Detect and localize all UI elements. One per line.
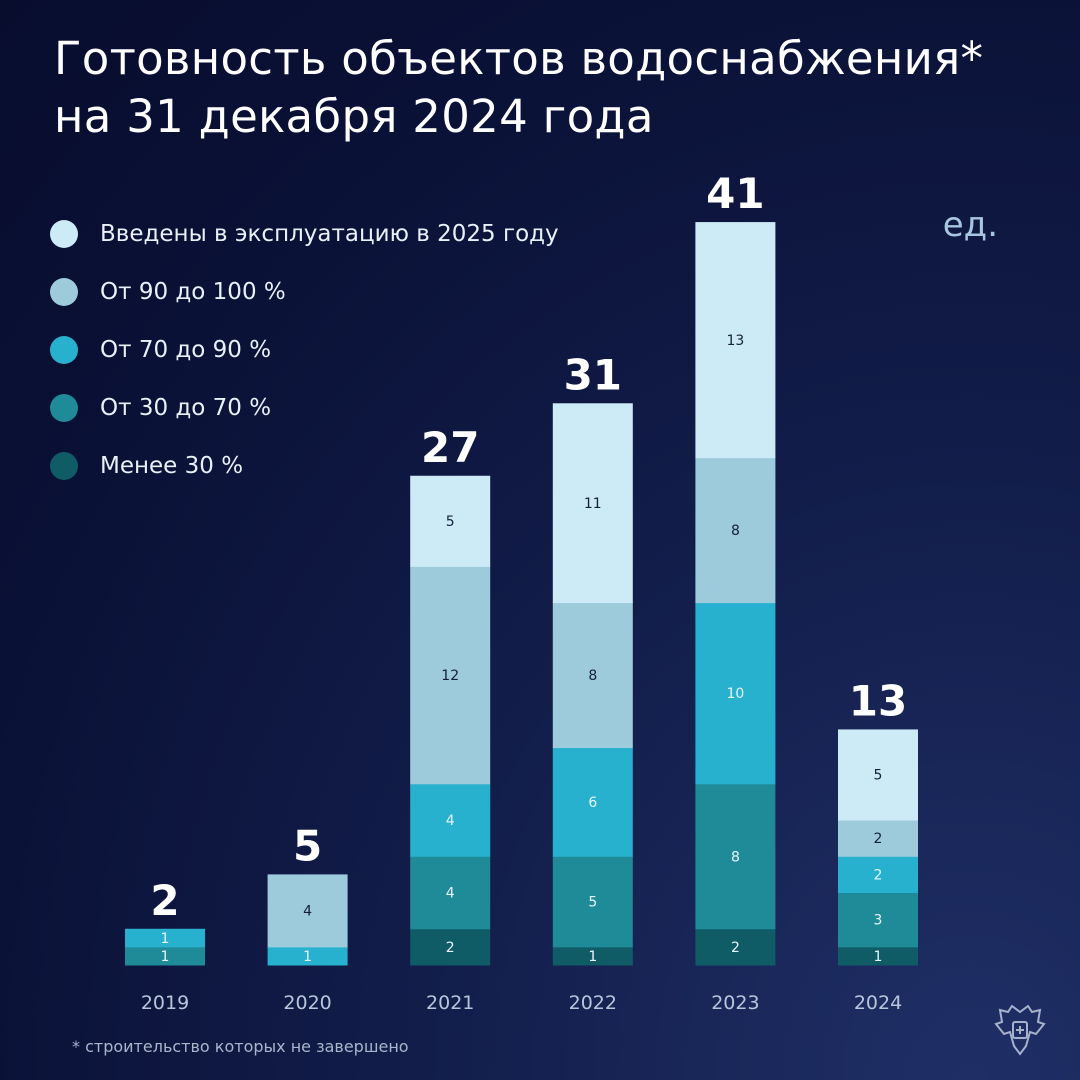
segment-value-label: 5 (588, 895, 597, 911)
bar-segment (410, 475, 491, 567)
x-tick-label: 2019 (141, 992, 189, 1014)
bar-total-label: 27 (421, 423, 479, 472)
legend-label: Менее 30 % (100, 453, 244, 479)
bar-segment (838, 856, 918, 894)
bar-segment (552, 602, 633, 749)
bar-segment (552, 403, 633, 604)
x-tick-label: 2024 (854, 992, 902, 1014)
chart-title: Готовность объектов водоснабжения* на 31… (54, 30, 983, 146)
legend-label: Введены в эксплуатацию в 2025 году (100, 221, 559, 247)
legend-item: От 30 до 70 % (50, 379, 559, 437)
legend-item: Менее 30 % (50, 437, 559, 495)
segment-value-label: 8 (588, 668, 597, 684)
bar-segment (695, 783, 776, 930)
legend-swatch (50, 394, 78, 422)
segment-value-label: 1 (303, 949, 312, 965)
legend-swatch (50, 336, 78, 364)
bar-segment (410, 928, 491, 966)
legend-label: От 70 до 90 % (100, 337, 272, 363)
unit-label: ед. (942, 205, 998, 245)
segment-value-label: 3 (874, 913, 883, 929)
legend-item: Введены в эксплуатацию в 2025 году (50, 205, 559, 263)
bar-segment (125, 928, 205, 948)
segment-value-label: 6 (588, 795, 597, 811)
emblem-logo (994, 1004, 1046, 1056)
bar-segment (552, 856, 633, 948)
segment-value-label: 8 (731, 523, 740, 539)
x-tick-label: 2020 (283, 992, 331, 1014)
bar-segment (838, 729, 918, 821)
bar-segment (125, 946, 205, 966)
bar-segment (838, 946, 918, 966)
bar-segment (695, 928, 776, 966)
bar-segment (267, 874, 348, 948)
bar-segment (410, 566, 491, 785)
x-tick-label: 2022 (569, 992, 617, 1014)
x-tick-label: 2021 (426, 992, 474, 1014)
segment-value-label: 1 (588, 949, 597, 965)
bar-total-label: 13 (849, 676, 907, 725)
bar-segment (410, 783, 491, 857)
segment-value-label: 13 (726, 333, 744, 349)
legend-swatch (50, 220, 78, 248)
segment-value-label: 1 (161, 949, 170, 965)
footnote: * строительство которых не завершено (72, 1037, 409, 1056)
bar-total-label: 31 (564, 350, 622, 399)
segment-value-label: 4 (303, 904, 312, 920)
segment-value-label: 12 (441, 668, 459, 684)
bar-segment (695, 602, 776, 785)
segment-value-label: 2 (731, 940, 740, 956)
legend-item: От 70 до 90 % (50, 321, 559, 379)
title-line-1: Готовность объектов водоснабжения* (54, 32, 984, 85)
legend-label: От 90 до 100 % (100, 279, 286, 305)
segment-value-label: 10 (726, 686, 744, 702)
legend-swatch (50, 278, 78, 306)
segment-value-label: 5 (874, 768, 883, 784)
bar-segment (410, 856, 491, 930)
bar-segment (552, 946, 633, 966)
bar-segment (838, 820, 918, 857)
segment-value-label: 2 (446, 940, 455, 956)
bar-segment (838, 892, 918, 948)
segment-value-label: 2 (874, 867, 883, 883)
bar-segment (552, 747, 633, 857)
segment-value-label: 2 (874, 831, 883, 847)
legend-label: От 30 до 70 % (100, 395, 272, 421)
bar-segment (695, 457, 776, 604)
segment-value-label: 1 (161, 931, 170, 947)
segment-value-label: 4 (446, 886, 455, 902)
bar-segment (695, 222, 776, 459)
bar-total-label: 41 (706, 169, 764, 218)
segment-value-label: 5 (446, 514, 455, 530)
bar-total-label: 2 (150, 876, 179, 925)
bar-segment (267, 946, 348, 966)
legend-item: От 90 до 100 % (50, 263, 559, 321)
x-tick-label: 2023 (711, 992, 759, 1014)
legend-swatch (50, 452, 78, 480)
segment-value-label: 4 (446, 813, 455, 829)
segment-value-label: 11 (584, 496, 602, 512)
bar-total-label: 5 (293, 821, 322, 870)
segment-value-label: 8 (731, 849, 740, 865)
legend: Введены в эксплуатацию в 2025 году От 90 … (50, 205, 559, 495)
title-line-2: на 31 декабря 2024 года (54, 90, 654, 143)
segment-value-label: 1 (874, 949, 883, 965)
